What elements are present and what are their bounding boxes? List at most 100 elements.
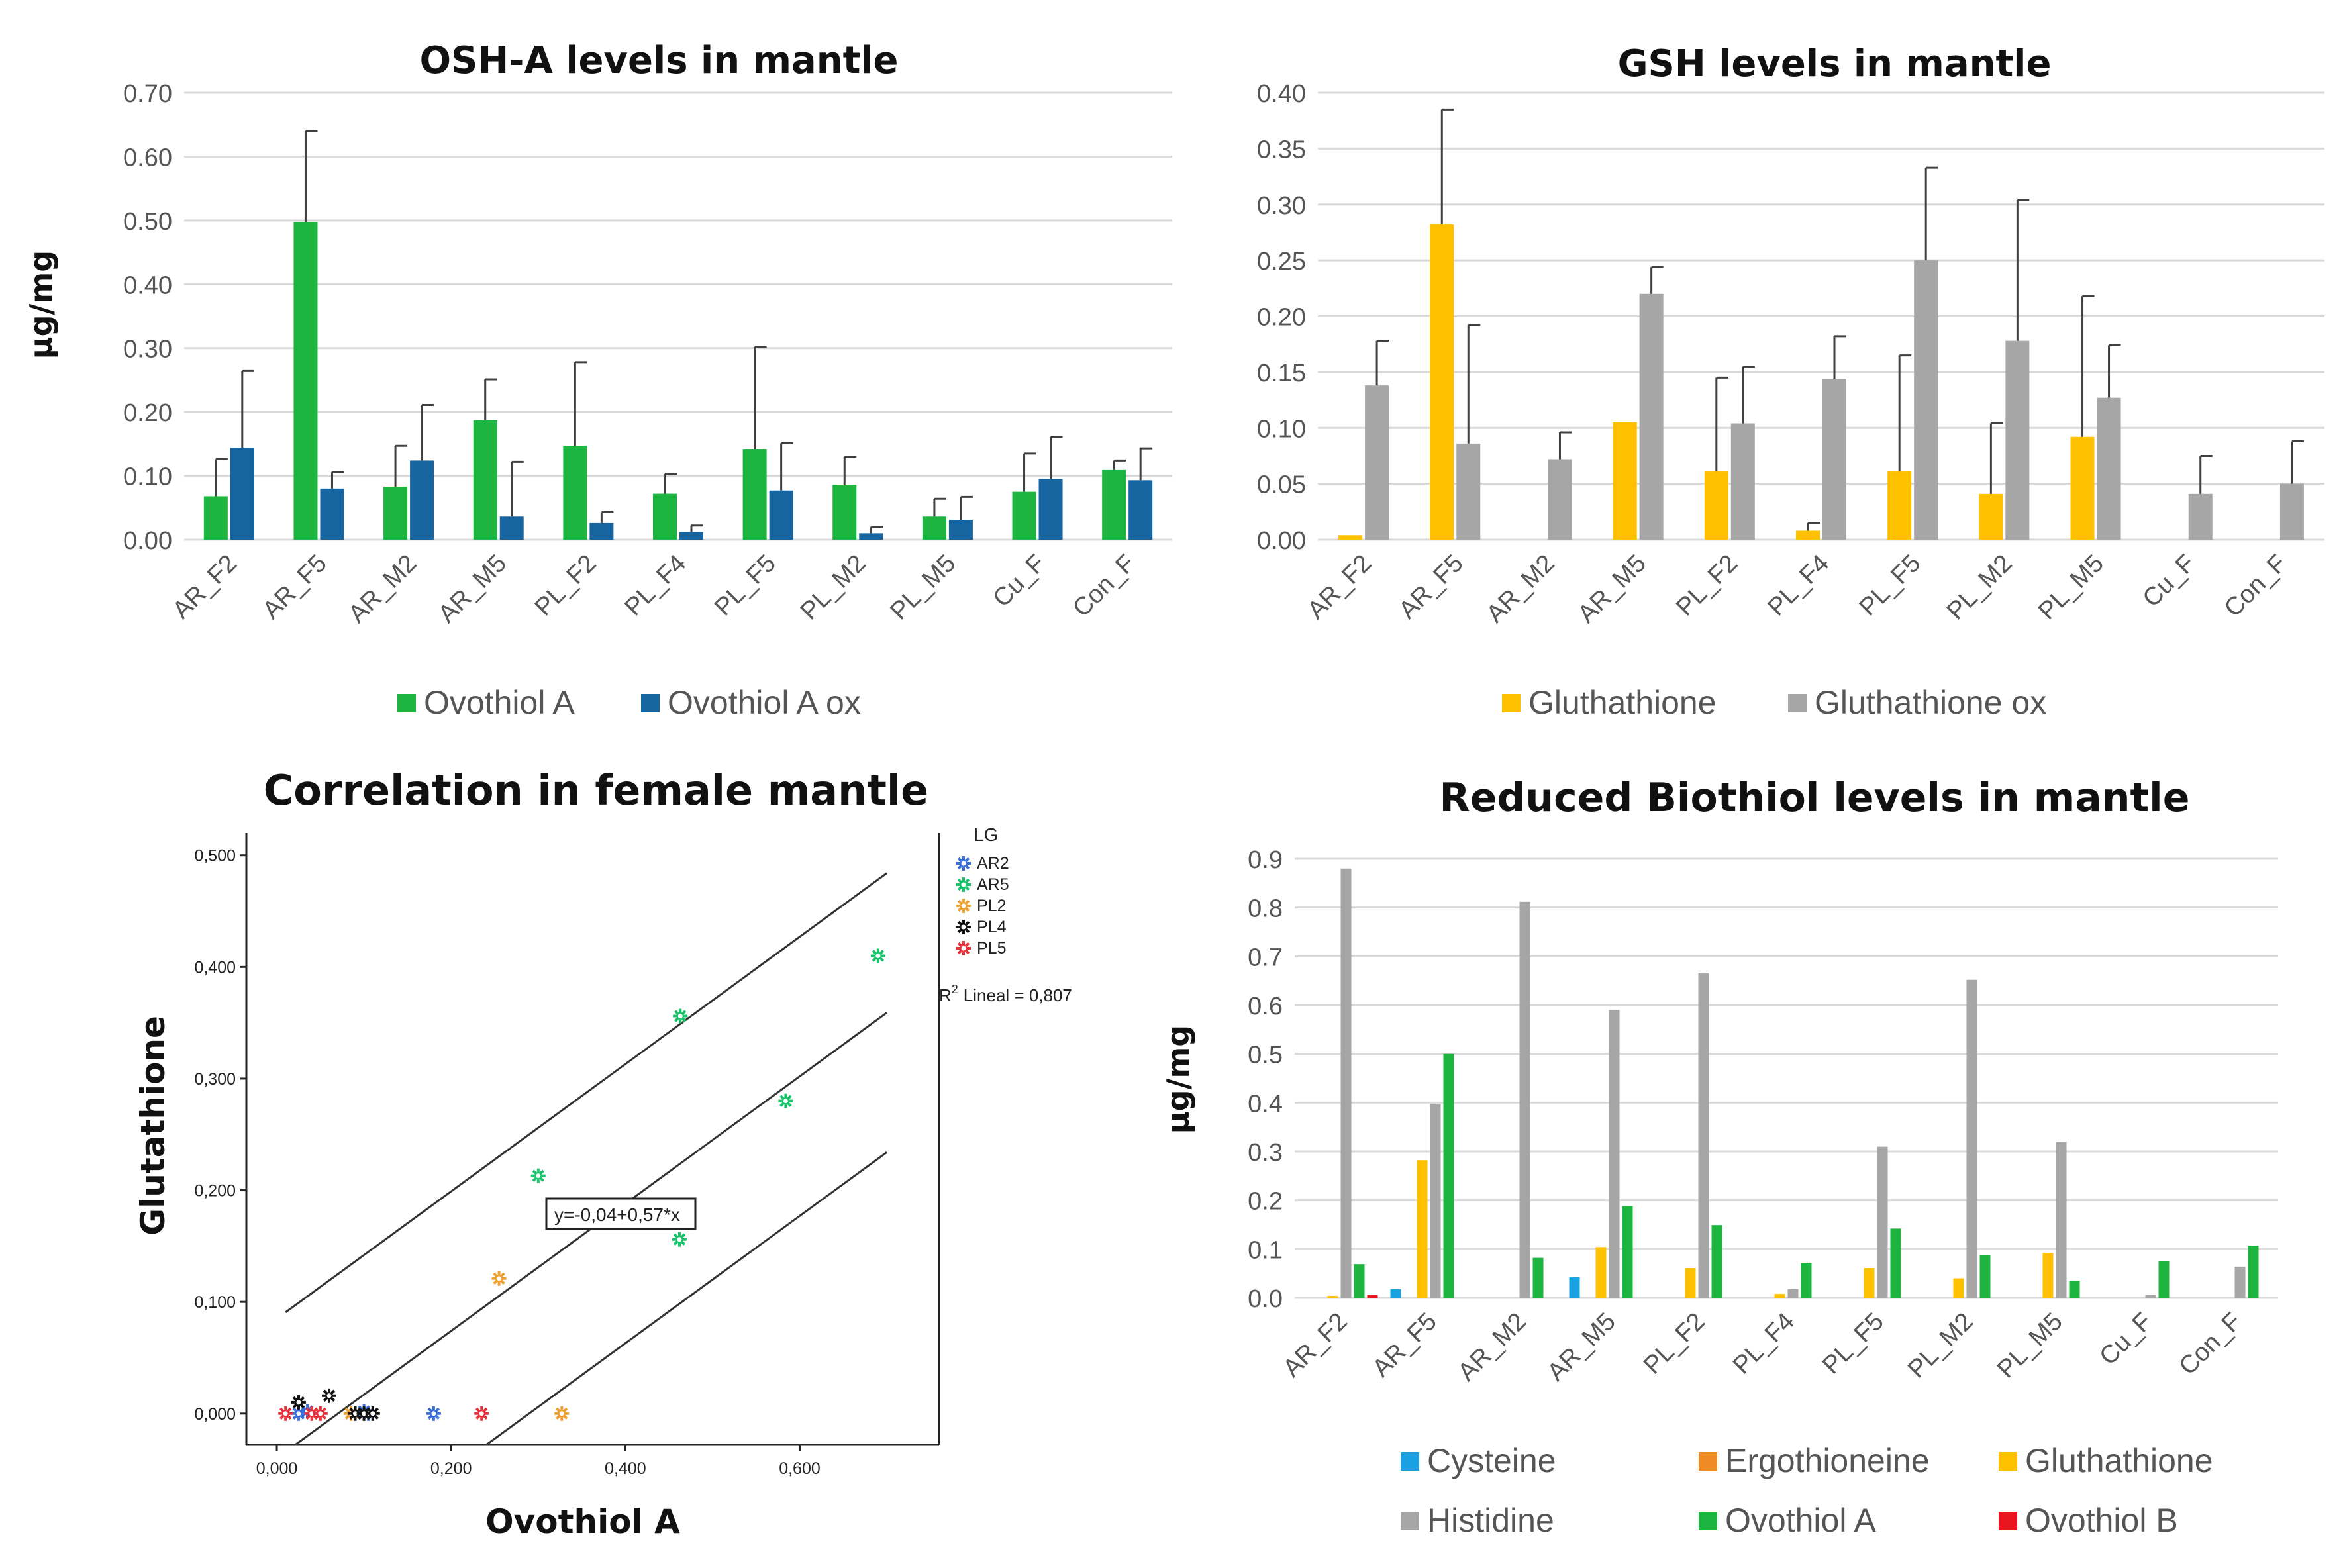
x-tick-label-3: 0,600: [779, 1459, 821, 1478]
bar-histidine-ar-m5: [1609, 1010, 1620, 1298]
bar-gluthathione-pl-f4: [1774, 1294, 1785, 1298]
bar-ovothiol-a-pl-m2: [1979, 1255, 1991, 1298]
y-tick-label-3: 0.15: [1257, 360, 1306, 387]
point-pl5-3: [474, 1406, 489, 1421]
bar-ovothiol-a-ox-pl-f5: [769, 490, 793, 540]
correlation-axes: 0,000 0,100 0,200 0,300 0,400 0,500 0,000 0,200…: [194, 833, 940, 1478]
x-tick-label-2: 0,400: [605, 1459, 646, 1478]
bar-ovothiol-a-pl-m2: [832, 485, 857, 540]
bar-gluthathione-pl-f5: [1864, 1268, 1875, 1298]
equation-box-frame: [545, 1197, 697, 1230]
legend-label-histidine: Histidine: [1427, 1502, 1554, 1539]
legend-label-ar2: AR2: [977, 854, 1009, 873]
biothiol-y-axis-label: µg/mg: [1160, 1025, 1196, 1134]
bar-gluthathione-ar-m5: [1613, 422, 1637, 540]
legend-marker-pl5: [956, 941, 971, 956]
bar-histidine-ar-f5: [1430, 1104, 1441, 1298]
bar-histidine-ar-m2: [1519, 901, 1530, 1298]
point-pl4-4-core: [369, 1410, 377, 1418]
y-tick-label-4: 0,400: [194, 958, 236, 977]
bar-gluthathione-ar-f5: [1417, 1160, 1428, 1298]
legend-swatch-ovothiol-a: [1699, 1512, 1717, 1530]
bar-ovothiol-a-ox-pl-f4: [679, 532, 703, 540]
y-tick-label-0: 0.00: [1257, 527, 1306, 555]
correlation-legend: LG AR2 AR5 PL2 PL4 PL5: [956, 824, 1009, 957]
bar-gluthathione-ox-cu-f: [2188, 493, 2213, 540]
y-tick-label-0: 0,000: [194, 1405, 236, 1424]
bar-ovothiol-a-pl-f5: [1890, 1228, 1901, 1298]
bar-histidine-pl-m2: [1966, 979, 1977, 1298]
point-pl2-2-core: [558, 1410, 566, 1418]
x-tick-label-1: 0,200: [430, 1459, 472, 1478]
y-tick-label-5: 0.5: [1248, 1042, 1283, 1069]
bar-gluthathione-ox-pl-f4: [1822, 379, 1846, 540]
bar-ovothiol-a-ox-ar-m2: [410, 460, 434, 540]
legend-marker-ar2-core: [960, 859, 968, 867]
legend-marker-pl2: [956, 899, 971, 913]
equation-box: y=-0,04+0,57*x: [545, 1197, 697, 1230]
y-tick-label-2: 0,200: [194, 1182, 236, 1200]
y-tick-label-1: 0.05: [1257, 471, 1306, 499]
point-pl2-2: [554, 1406, 570, 1421]
y-tick-label-8: 0.40: [1257, 80, 1306, 108]
y-tick-label-7: 0.70: [123, 80, 172, 108]
gsh-gridlines: [1318, 91, 2324, 541]
bar-gluthathione-ox-ar-m5: [1639, 293, 1664, 540]
legend-marker-pl5-core: [960, 944, 968, 952]
point-pl2-1-core: [495, 1275, 503, 1283]
bar-ovothiol-a-ox-pl-f2: [589, 522, 614, 540]
bar-ovothiol-a-ox-cu-f: [1038, 479, 1063, 540]
point-ar5-2: [673, 1008, 688, 1024]
y-tick-label-1: 0.10: [123, 464, 172, 491]
y-tick-label-2: 0.2: [1248, 1188, 1283, 1216]
bar-ovothiol-a-pl-f2: [1711, 1225, 1722, 1298]
bar-cysteine-ar-f5: [1390, 1289, 1401, 1298]
y-tick-label-3: 0,300: [194, 1070, 236, 1089]
osha-y-axis-label: µg/mg: [23, 250, 59, 359]
legend-marker-pl4-core: [960, 923, 968, 931]
point-pl4-4: [365, 1406, 380, 1421]
biothiol-bars: [1327, 868, 2259, 1298]
bar-gluthathione-ox-pl-m2: [2005, 340, 2030, 540]
point-ar5-1: [672, 1232, 687, 1247]
y-tick-label-1: 0.1: [1248, 1236, 1283, 1264]
y-tick-label-3: 0.3: [1248, 1139, 1283, 1167]
legend-label-ar5: AR5: [977, 875, 1009, 894]
osha-bars: [203, 130, 1153, 540]
bar-histidine-pl-f5: [1877, 1146, 1888, 1298]
bar-cysteine-ar-m5: [1569, 1277, 1580, 1298]
y-tick-label-9: 0.9: [1248, 846, 1283, 874]
biothiol-gridlines: [1295, 858, 2278, 1299]
y-tick-label-6: 0.60: [123, 144, 172, 172]
bar-histidine-ar-f2: [1340, 868, 1352, 1298]
bar-ovothiol-b-ar-f2: [1367, 1295, 1378, 1298]
legend-marker-pl4: [956, 920, 971, 934]
bar-gluthathione-pl-f5: [1887, 471, 1912, 540]
bar-gluthathione-ar-f5: [1430, 224, 1454, 540]
legend-swatch-gluthathione: [1999, 1452, 2017, 1471]
biothiol-legend: Cysteine Ergothioneine Gluthathione Histidi…: [1401, 1442, 2213, 1539]
y-tick-label-3: 0.30: [123, 336, 172, 364]
bar-gluthathione-pl-m5: [2070, 436, 2095, 540]
legend-swatch-gluthathione-ox: [1788, 694, 1807, 712]
bar-ovothiol-a-ar-f2: [1354, 1264, 1365, 1298]
legend-label-pl5: PL5: [977, 939, 1006, 957]
point-pl5-2: [313, 1406, 328, 1421]
bar-gluthathione-ar-f2: [1338, 535, 1363, 540]
point-pl5-0-core: [281, 1410, 289, 1418]
bar-histidine-con-f: [2234, 1266, 2246, 1298]
y-tick-label-4: 0.4: [1248, 1090, 1283, 1118]
bar-ovothiol-a-pl-f2: [563, 446, 587, 540]
correlation-points: [278, 948, 885, 1421]
fit-line-lower: [485, 1152, 887, 1446]
bar-ovothiol-a-pl-m5: [2069, 1281, 2080, 1298]
legend-label-gluthathione: Gluthathione: [1528, 684, 1717, 721]
bar-gluthathione-pl-f2: [1685, 1268, 1696, 1298]
point-ar2-4-core: [430, 1410, 438, 1418]
y-tick-label-8: 0.8: [1248, 895, 1283, 923]
bar-gluthathione-ox-ar-f5: [1456, 443, 1481, 540]
bar-gluthathione-pl-m2: [1979, 493, 2003, 540]
gsh-bars: [1338, 108, 2304, 540]
bar-ovothiol-a-ar-f5: [293, 222, 318, 540]
legend-label-ovothiol-a: Ovothiol A: [424, 684, 575, 721]
